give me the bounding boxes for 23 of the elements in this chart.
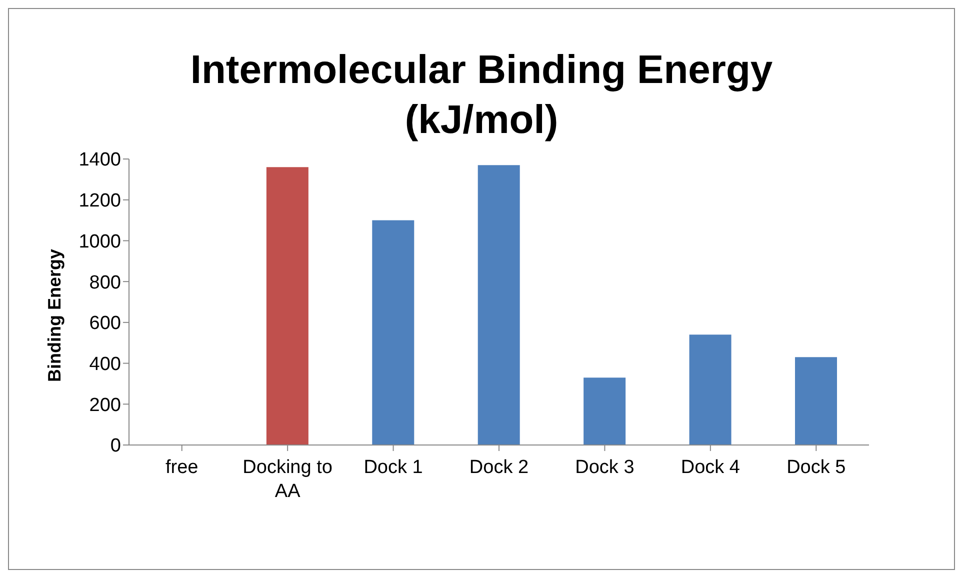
y-tick-label: 1000 — [78, 231, 121, 252]
bar — [372, 220, 414, 445]
y-tick-label: 1400 — [78, 150, 121, 171]
x-tick-label: Dock 5 — [786, 457, 846, 478]
bar — [584, 378, 626, 445]
y-tick-label: 400 — [89, 354, 121, 376]
y-tick-label: 800 — [89, 272, 121, 294]
x-tick-label: Dock 4 — [680, 457, 740, 478]
bar — [478, 165, 520, 445]
y-axis-title: Binding Energy — [44, 248, 64, 382]
y-tick-label: 200 — [89, 394, 121, 416]
bar — [689, 334, 732, 445]
bar — [266, 167, 308, 445]
y-tick-label: 1200 — [78, 190, 121, 212]
x-tick-label: Dock 2 — [469, 457, 529, 478]
x-tick-label: Dock 3 — [575, 457, 634, 478]
x-tick-label: Dock 1 — [364, 457, 423, 478]
bar — [795, 357, 837, 445]
y-tick-label: 600 — [89, 313, 121, 334]
chart-title: Intermolecular Binding Energy (kJ/mol) — [189, 47, 774, 144]
x-tick-label: Docking to AA — [242, 457, 332, 502]
y-tick-label: 0 — [110, 436, 121, 457]
x-tick-label: free — [165, 457, 198, 478]
